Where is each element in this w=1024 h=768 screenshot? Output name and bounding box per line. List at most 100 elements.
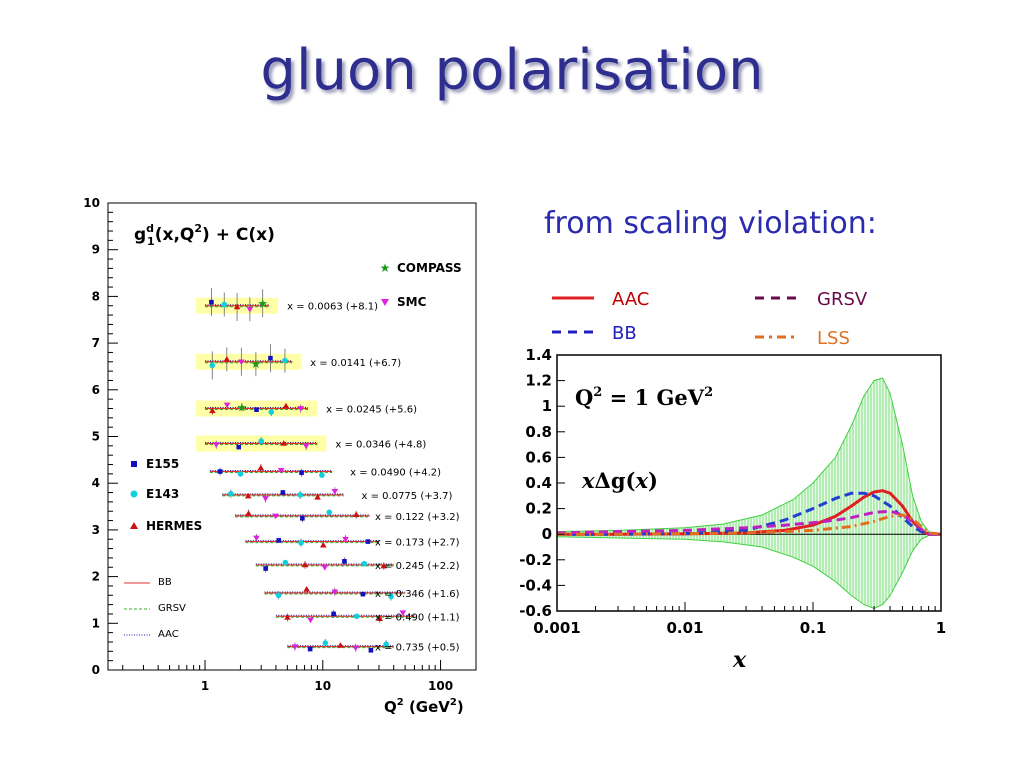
fit-legend-label: GRSV: [158, 603, 186, 614]
right-x-tick-label: 0.01: [666, 619, 703, 637]
data-point: [262, 496, 269, 502]
data-point: [380, 562, 388, 569]
g1d-q2-chart: 0 1 2 3 4 5 6 7 8 9 10 1 10 100 ★ x = 0.0063 (+8.1) ★ x …: [83, 196, 477, 716]
data-point: [233, 303, 241, 310]
legend-label-lss: LSS: [817, 328, 850, 349]
data-point: [376, 615, 384, 621]
data-point: [337, 642, 344, 648]
data-point: [399, 610, 407, 616]
right-y-tick-label: 0: [542, 525, 552, 543]
left-y-tick-label: 2: [92, 570, 100, 584]
data-point: [302, 443, 310, 450]
legend-label-grsv: GRSV: [817, 289, 868, 310]
data-point: [297, 406, 305, 412]
data-point: [331, 611, 336, 617]
data-point: [299, 470, 304, 476]
data-point: [236, 444, 242, 450]
data-point: [284, 614, 291, 620]
legend-label: E155: [146, 457, 179, 471]
data-point: [301, 561, 309, 568]
right-y-tick-label: 0.4: [525, 474, 552, 492]
data-point: [209, 362, 216, 369]
fit-legend-label: AAC: [158, 629, 179, 640]
data-point: [383, 641, 389, 648]
data-point: [342, 559, 347, 564]
data-point: [268, 355, 273, 361]
bin-label: x = 0.0245 (+5.6): [326, 404, 417, 415]
data-point: [257, 464, 265, 471]
data-point: [326, 509, 333, 516]
data-point: [352, 645, 360, 652]
data-point: [263, 566, 268, 571]
data-point: [291, 644, 299, 650]
data-point: [280, 440, 287, 446]
right-y-tick-label: -0.6: [519, 602, 552, 620]
right-chart-legend: AAC BB GRSV LSS: [552, 289, 868, 349]
left-y-tick-label: 10: [83, 196, 100, 210]
left-x-tick-label: 100: [428, 679, 453, 693]
slide-subtitle: from scaling violation:: [544, 206, 877, 241]
data-point: [368, 647, 374, 653]
left-y-tick-label: 3: [92, 523, 100, 537]
data-point: [365, 539, 371, 544]
data-point: ★: [251, 357, 262, 371]
data-point: [300, 515, 305, 521]
right-x-tick-label: 0.1: [800, 619, 827, 637]
series-aac: [557, 489, 941, 536]
xdeltag-chart: -0.6 -0.4 -0.2 0 0.2 0.4 0.6 0.8 1 1.2 1.4 0.001 0.0…: [519, 346, 946, 673]
data-point: [245, 510, 252, 516]
left-x-tick-label: 10: [314, 679, 331, 693]
data-point: [319, 472, 325, 478]
legend-label: HERMES: [146, 519, 202, 533]
data-point: [253, 535, 260, 542]
right-y-tick-label: 1.2: [525, 372, 552, 390]
legend-label: E143: [146, 487, 179, 501]
fit-legend-label: BB: [158, 577, 172, 588]
bin-label: x = 0.0490 (+4.2): [350, 468, 441, 479]
data-point: [277, 468, 285, 474]
data-point: [314, 493, 321, 500]
data-point: [307, 646, 313, 652]
right-y-tick-label: -0.4: [519, 576, 552, 594]
bin-label: x = 0.346 (+1.6): [375, 589, 460, 600]
left-y-tick-label: 5: [92, 430, 100, 444]
data-point: [360, 591, 366, 597]
data-point: [282, 402, 290, 409]
bin-label: x = 0.0063 (+8.1): [287, 302, 378, 313]
series-lss: [557, 513, 942, 536]
data-point: [361, 560, 367, 567]
data-point: [258, 438, 265, 444]
data-point: [282, 559, 289, 566]
bin-label: x = 0.735 (+0.5): [375, 643, 460, 654]
data-point: [223, 356, 231, 362]
right-x-axis-label: x: [732, 647, 747, 673]
data-point: [209, 407, 216, 414]
data-point: [352, 511, 360, 517]
legend-marker: [130, 522, 138, 529]
q2-annotation: Q2 = 1 GeV2: [575, 385, 713, 410]
left-x-tick-label: 1: [201, 679, 209, 693]
data-point: ★: [236, 400, 247, 414]
data-point: [212, 442, 220, 449]
data-point: [268, 409, 275, 415]
data-point: [297, 492, 304, 498]
data-point: [331, 589, 339, 596]
bin-label: x = 0.0346 (+4.8): [335, 440, 426, 451]
data-point: [221, 301, 228, 308]
bin-label: x = 0.0775 (+3.7): [362, 491, 453, 502]
series-grsv: [556, 509, 941, 536]
data-point: [353, 613, 360, 620]
left-x-axis-label: Q2 (GeV2): [384, 697, 464, 716]
data-point: [237, 471, 244, 477]
data-point: [280, 490, 286, 495]
data-point: [272, 513, 279, 520]
right-y-tick-label: 1.4: [525, 346, 552, 364]
xdeltag-annotation: xΔg(x): [581, 468, 658, 493]
left-y-tick-label: 6: [92, 383, 100, 397]
legend-marker: [130, 490, 138, 498]
data-point: [303, 586, 310, 592]
data-point: [276, 538, 282, 543]
bin-label: x = 0.0141 (+6.7): [310, 358, 401, 369]
data-point: [238, 359, 245, 366]
left-y-tick-label: 9: [92, 243, 100, 257]
